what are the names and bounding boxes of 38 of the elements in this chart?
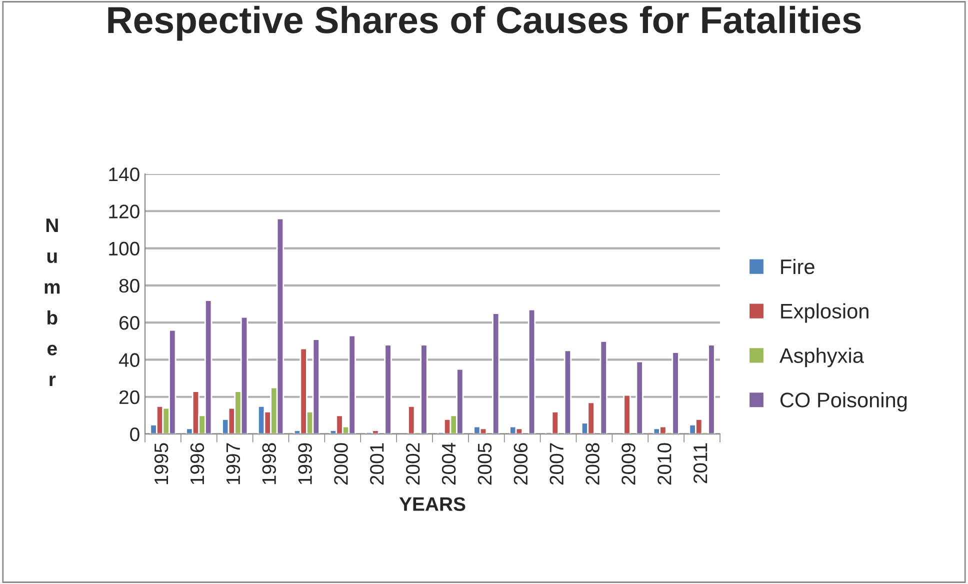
bar [600, 340, 608, 434]
legend-label: Explosion [781, 303, 868, 323]
x-tick-label: 1999 [298, 443, 312, 484]
x-tick-label: 1997 [226, 443, 240, 484]
x-tick-label: 2006 [514, 443, 528, 485]
x-tick-label: 1998 [262, 443, 276, 484]
x-tick-label: 2007 [550, 443, 564, 485]
legend-label: Fire [781, 258, 814, 274]
x-tick-label: 2011 [693, 443, 708, 484]
legend-label: Asphyxia [779, 348, 864, 368]
bar [528, 308, 536, 434]
y-axis-title: Number [44, 218, 60, 386]
x-tick-label: 1995 [154, 443, 168, 484]
chart-title: Respective Shares of Causes for Fatalities [108, 6, 861, 41]
x-tick-label: 2010 [658, 443, 672, 485]
x-tick-label: 2002 [406, 443, 420, 485]
x-tick-label: 2009 [622, 443, 636, 485]
x-axis-title: YEARS [399, 497, 466, 511]
bar [636, 360, 644, 434]
bar [564, 350, 572, 434]
x-tick-label: 2001 [370, 443, 384, 485]
x-tick-label: 2005 [478, 443, 492, 485]
bar [384, 344, 392, 434]
legend-label: CO Poisoning [780, 392, 907, 412]
x-tick-label: 2008 [586, 443, 600, 485]
y-tick-label: 40 [118, 353, 140, 367]
x-tick-label: 2004 [442, 442, 456, 485]
y-tick-label: 0 [130, 427, 140, 442]
y-tick-label: 100 [109, 242, 140, 256]
y-tick-label: 140 [109, 167, 140, 182]
y-tick-label: 120 [109, 204, 140, 218]
y-tick-label: 60 [120, 316, 140, 330]
bar [623, 394, 631, 434]
x-tick-label: 1996 [190, 443, 204, 484]
x-tick-label: 2000 [334, 443, 348, 485]
y-tick-label: 80 [119, 278, 140, 293]
bar [492, 312, 500, 434]
y-tick-label: 20 [119, 390, 140, 404]
